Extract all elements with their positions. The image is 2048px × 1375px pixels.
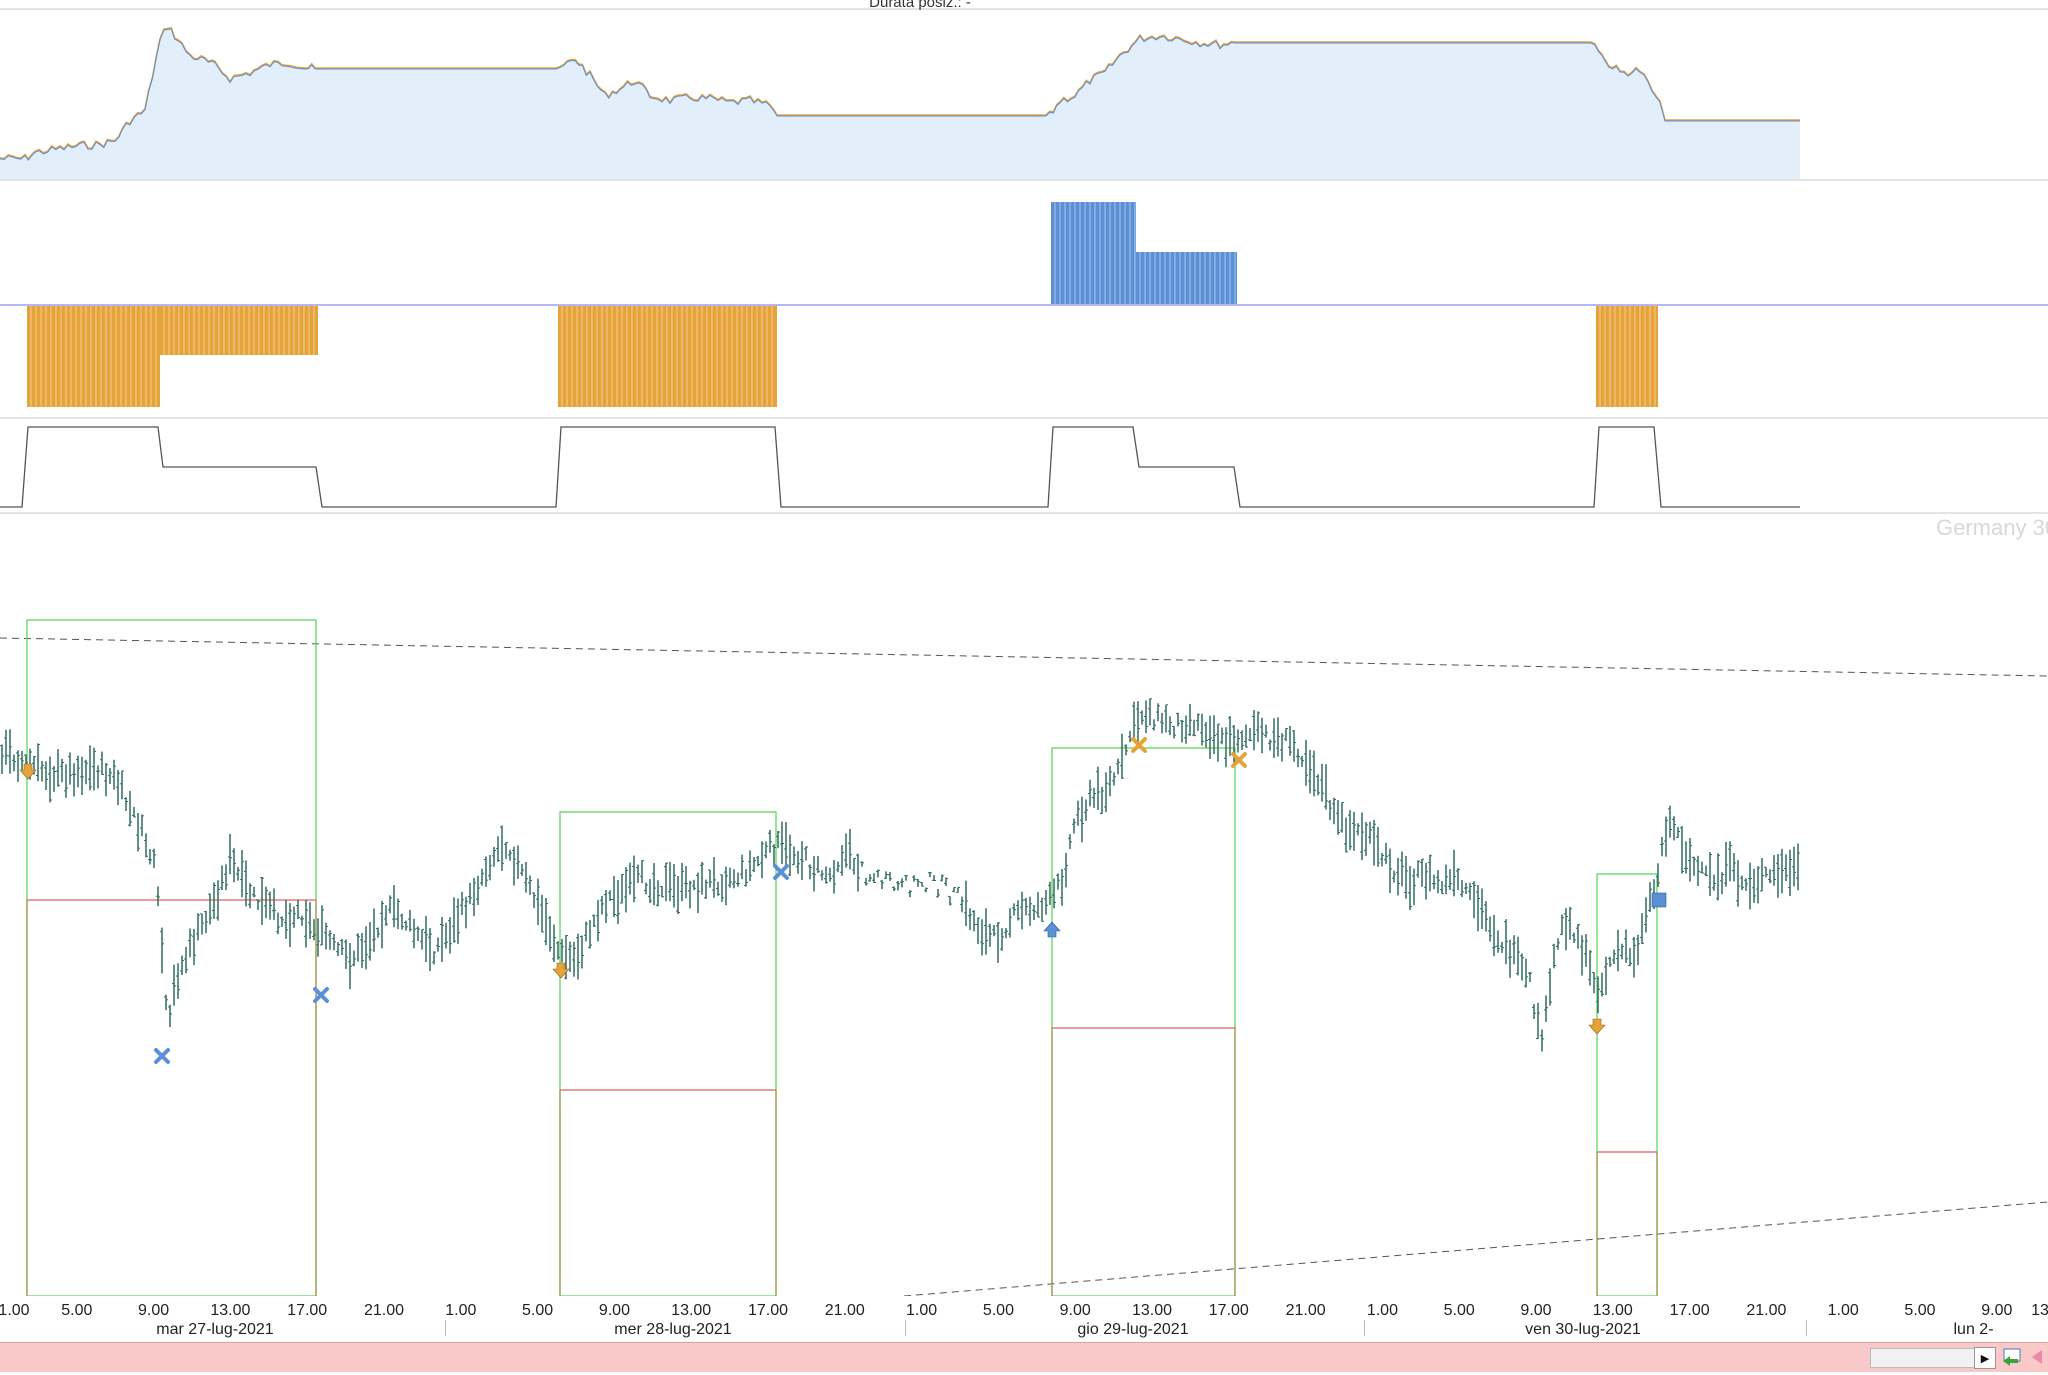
triangle-right-icon[interactable]: ▶: [1974, 1347, 1996, 1369]
time-tick-label: 13.00: [671, 1302, 712, 1319]
time-tick-label: 5.00: [61, 1302, 93, 1319]
square-icon: [1651, 892, 1667, 908]
time-tick-label: 5.00: [1904, 1302, 1936, 1319]
equity-line: [0, 28, 1800, 161]
x-icon: [773, 864, 789, 880]
panel-title: Durata posiz.: -: [869, 0, 971, 11]
time-tick-label: 21.00: [824, 1302, 865, 1319]
day-label: ven 30-lug-2021: [1525, 1321, 1641, 1338]
down-arrow-icon: [552, 962, 570, 979]
time-tick-label: 13.00: [1131, 1302, 1173, 1319]
time-tick-label: 13.00: [210, 1302, 251, 1319]
instrument-watermark: Germany 30: [1936, 515, 2048, 540]
time-tick-label: 9.00: [1520, 1302, 1552, 1319]
down-arrow-icon: [19, 763, 37, 780]
long-position-bar: [1051, 202, 1136, 304]
day-separator: [905, 1320, 906, 1336]
trade-box: [1596, 873, 1658, 1296]
position-duration-line: [0, 426, 1800, 508]
time-tick-label: 1.00: [445, 1302, 477, 1319]
x-icon: [154, 1048, 170, 1064]
price-panel: [0, 619, 2048, 1296]
time-tick-label: 21.00: [1285, 1302, 1326, 1319]
time-tick-label: 5.00: [982, 1302, 1014, 1319]
down-arrow-icon: [1588, 1018, 1606, 1035]
pink-arrow-icon[interactable]: [2030, 1346, 2048, 1368]
duration-panel: [0, 426, 1800, 508]
time-tick-label: 17.00: [747, 1302, 789, 1319]
time-tick-label: 5.00: [1443, 1302, 1475, 1319]
green-left-arrow-icon[interactable]: [2002, 1346, 2024, 1368]
time-tick-label: 21.00: [1746, 1302, 1787, 1319]
short-position-bar: [1596, 306, 1658, 407]
x-icon: [313, 987, 329, 1003]
day-label: gio 29-lug-2021: [1077, 1321, 1189, 1338]
short-position-bar: [27, 306, 160, 407]
time-tick-label: 1.00: [906, 1302, 938, 1319]
horizontal-scrollbar[interactable]: [1870, 1348, 1982, 1368]
trade-box: [26, 619, 317, 1296]
time-tick-label: 1.00: [1366, 1302, 1398, 1319]
day-separator: [1806, 1320, 1807, 1336]
time-tick-label: 13.00: [1592, 1302, 1633, 1319]
time-tick-label: 17.00: [1669, 1302, 1710, 1319]
time-tick-label: 9.00: [138, 1302, 170, 1319]
x-icon: [1231, 752, 1247, 768]
day-separator: [1364, 1320, 1365, 1336]
time-tick-label: 9.00: [1059, 1302, 1091, 1319]
long-position-bar: [1136, 252, 1237, 304]
day-label: mer 28-lug-2021: [614, 1321, 732, 1338]
trade-box: [559, 811, 777, 1296]
time-tick-label: 13: [2031, 1302, 2048, 1319]
time-tick-label: 9.00: [1981, 1302, 2013, 1319]
time-tick-label: 17.00: [1208, 1302, 1249, 1319]
time-tick-label: 5.00: [522, 1302, 554, 1319]
up-arrow-icon: [1043, 921, 1061, 938]
drawdown-line: [0, 27, 1800, 161]
trade-box: [1051, 747, 1236, 1296]
day-label: mar 27-lug-2021: [156, 1321, 274, 1338]
time-tick-label: 9.00: [598, 1302, 630, 1319]
equity-panel: [0, 27, 1800, 180]
time-axis: 1.00 5.00 9.00 13.00 17.00 21.00 1.00 5.00 9.00 1…: [0, 1296, 2048, 1374]
position-bars-panel: [0, 202, 2048, 407]
upper-trendline: [0, 637, 2048, 677]
chart-canvas[interactable]: [0, 0, 2048, 1296]
lower-trendline: [898, 1201, 2048, 1296]
x-icon: [1131, 737, 1147, 753]
equity-area: [0, 27, 1800, 180]
time-tick-label: 1.00: [0, 1302, 30, 1319]
time-tick-label: 21.00: [363, 1302, 405, 1319]
short-position-bar: [558, 306, 777, 407]
time-tick-label: 1.00: [1827, 1302, 1859, 1319]
time-tick-label: 17.00: [287, 1302, 328, 1319]
status-scrollbar[interactable]: ▶: [0, 1342, 2048, 1372]
day-separator: [445, 1320, 446, 1336]
